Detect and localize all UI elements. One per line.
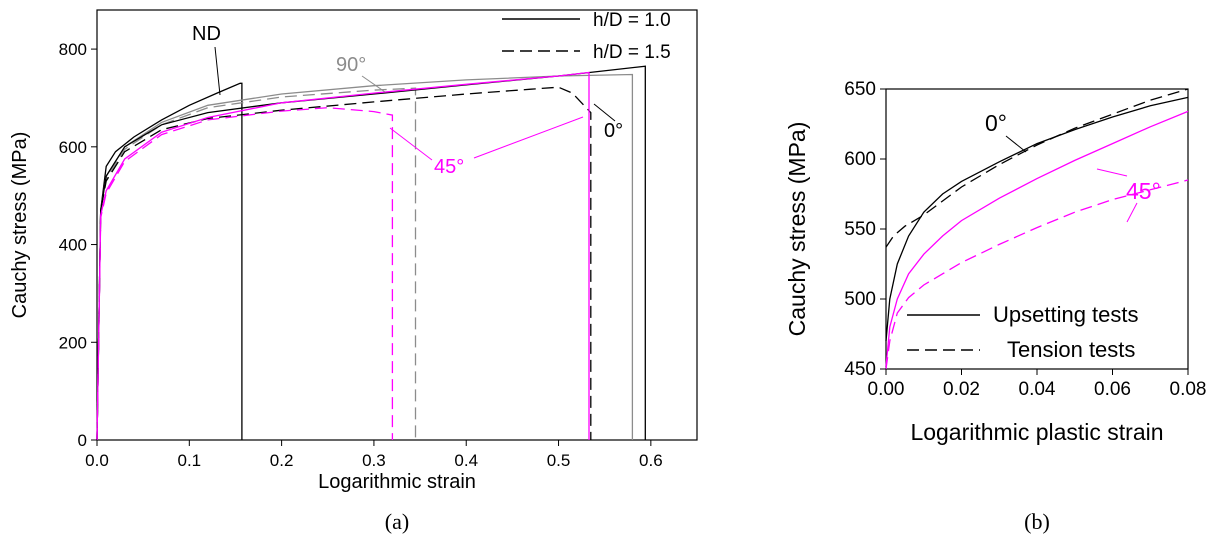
chart-a-ticks: 0.0 0.1 0.2 0.3 0.4 0.5 0.6 0 200 400 600 800 [59, 40, 663, 470]
annotation-45deg-leader-right [473, 116, 584, 159]
annotation-45deg-leader-left [389, 127, 433, 161]
chart-b-y-tick-label: 450 [844, 359, 876, 380]
chart-a-legend: h/D = 1.0 h/D = 1.5 [502, 10, 671, 63]
caption-b: (b) [1024, 509, 1050, 534]
chart-a-x-tick-label: 0.0 [85, 451, 109, 470]
chart-b-y-tick-label: 650 [844, 79, 876, 100]
legend-label-upsetting: Upsetting tests [993, 302, 1139, 327]
chart-a-y-tick-label: 0 [78, 431, 87, 450]
chart-a-x-tick-label: 0.6 [639, 451, 663, 470]
annotation-b-0deg-leader [1005, 135, 1027, 153]
chart-b-ticks: 0.00 0.02 0.04 0.06 0.08 450 500 550 600 650 [844, 79, 1206, 400]
annotation-b-45deg-leader-top [1096, 168, 1128, 177]
legend-label-hd-1-0: h/D = 1.0 [593, 10, 671, 31]
chart-a-x-tick-label: 0.1 [177, 451, 201, 470]
chart-a-x-axis-label: Logarithmic strain [318, 471, 476, 493]
chart-a: 0.0 0.1 0.2 0.3 0.4 0.5 0.6 0 200 400 600 800 h/D =… [9, 9, 698, 534]
chart-b-series-line-2 [885, 110, 1189, 367]
annotation-90deg: 90° [336, 54, 366, 76]
legend-label-tension: Tension tests [1007, 337, 1135, 362]
chart-b-y-axis-label: Cauchy stress (MPa) [784, 122, 810, 337]
annotation-0deg: 0° [604, 120, 623, 142]
chart-b-x-tick-label: 0.04 [1019, 379, 1056, 400]
annotation-90deg-leader [361, 75, 386, 93]
annotation-b-0deg: 0° [985, 110, 1007, 136]
chart-b-series-line-3 [885, 179, 1189, 370]
chart-a-series-line-4 [96, 86, 592, 441]
chart-b-x-tick-label: 0.06 [1094, 379, 1131, 400]
chart-b-y-tick-label: 500 [844, 289, 876, 310]
annotation-nd-leader [214, 46, 221, 96]
chart-b-x-tick-label: 0.08 [1170, 379, 1207, 400]
chart-a-x-tick-label: 0.3 [362, 451, 386, 470]
chart-a-y-axis-label: Cauchy stress (MPa) [9, 132, 31, 319]
caption-a: (a) [385, 509, 409, 534]
chart-a-y-tick-label: 400 [59, 236, 87, 255]
chart-b-annotations: 0° 45° [985, 110, 1161, 223]
chart-a-x-tick-label: 0.4 [454, 451, 478, 470]
chart-a-plot-frame [96, 9, 698, 441]
legend-label-hd-1-5: h/D = 1.5 [593, 42, 671, 63]
chart-b-legend: Upsetting tests Tension tests [907, 302, 1139, 362]
chart-b-x-tick-label: 0.02 [943, 379, 980, 400]
annotation-b-45deg-leader-bottom [1126, 202, 1138, 223]
chart-a-series [96, 65, 646, 441]
chart-b-x-tick-label: 0.00 [868, 379, 905, 400]
chart-b-plot-frame [885, 88, 1189, 370]
chart-b: 0.00 0.02 0.04 0.06 0.08 450 500 550 600 650 Upse… [784, 79, 1206, 534]
chart-a-y-tick-label: 600 [59, 138, 87, 157]
chart-b-y-tick-label: 600 [844, 149, 876, 170]
annotation-b-45deg: 45° [1126, 178, 1161, 204]
chart-a-series-line-3 [96, 65, 646, 441]
annotation-nd: ND [192, 23, 221, 45]
annotation-0deg-leader [593, 103, 616, 122]
chart-b-series-line-0 [885, 96, 1189, 342]
chart-a-y-tick-label: 800 [59, 40, 87, 59]
chart-a-annotations: ND 90° 45° 0° [192, 23, 623, 178]
chart-b-series [885, 88, 1189, 370]
chart-a-x-tick-label: 0.2 [270, 451, 294, 470]
chart-a-x-tick-label: 0.5 [547, 451, 571, 470]
chart-b-series-line-1 [885, 88, 1189, 248]
chart-b-x-axis-label: Logarithmic plastic strain [910, 419, 1163, 445]
chart-a-series-line-2 [96, 87, 417, 441]
annotation-45deg: 45° [434, 156, 464, 178]
chart-a-series-line-0 [96, 82, 243, 441]
chart-a-series-line-6 [96, 107, 394, 441]
chart-a-y-tick-label: 200 [59, 333, 87, 352]
chart-b-y-tick-label: 550 [844, 219, 876, 240]
